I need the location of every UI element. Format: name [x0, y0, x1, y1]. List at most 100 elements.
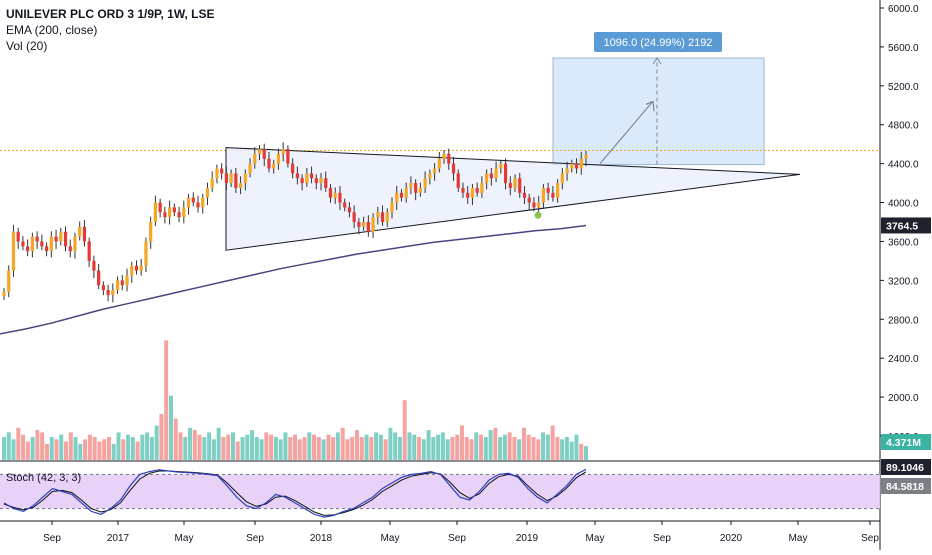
candle-bull	[201, 197, 205, 208]
volume-bar-down	[35, 430, 40, 460]
price-tick-label: 3200.0	[888, 276, 919, 287]
volume-bar-down	[450, 437, 455, 460]
volume-bar-down	[536, 439, 541, 460]
candle-bear	[82, 226, 87, 242]
candle-bull	[73, 236, 77, 252]
volume-bar-down	[135, 441, 140, 460]
candle-bear	[87, 241, 91, 261]
candle-bear	[489, 173, 493, 179]
volume-bar-up	[397, 437, 402, 460]
candle-bear	[338, 192, 342, 203]
volume-bar-down	[417, 437, 422, 460]
volume-bar-up	[126, 434, 131, 460]
candle-bull	[537, 202, 541, 208]
candle-bear	[466, 192, 470, 198]
candle-bear	[300, 178, 304, 184]
candle-bull	[257, 149, 262, 154]
volume-bar-down	[83, 439, 88, 460]
candle-bull	[319, 178, 323, 184]
volume-bar-down	[355, 430, 360, 460]
volume-bar-up	[483, 437, 488, 460]
candle-bear	[224, 173, 228, 184]
projection-label-text: 1096.0 (24.99%) 2192	[604, 37, 713, 49]
volume-bar-down	[288, 437, 293, 460]
volume-bar-down	[64, 441, 69, 460]
candle-bear	[522, 192, 527, 198]
candle-bear	[63, 231, 68, 247]
volume-bar-up	[116, 432, 121, 460]
volume-bar-up	[207, 432, 212, 460]
volume-bar-down	[102, 439, 107, 460]
candle-bull	[248, 163, 252, 174]
candle-bear	[399, 192, 404, 198]
candle-bear	[309, 173, 314, 179]
ema-price-label: 3764.5	[886, 220, 918, 232]
candle-bull	[404, 187, 408, 198]
candle-bear	[101, 285, 105, 291]
volume-bar-down	[68, 432, 73, 460]
volume-bar-up	[321, 439, 326, 460]
volume-bar-down	[493, 427, 498, 460]
volume-bar-up	[560, 439, 565, 460]
candle-bull	[186, 197, 191, 208]
volume-bar-up	[59, 434, 64, 460]
candle-bull	[182, 207, 186, 218]
volume-price-label-bg	[881, 434, 931, 450]
volume-bar-up	[569, 441, 574, 460]
volume-bar-down	[178, 432, 183, 460]
candle-bear	[262, 149, 266, 159]
stoch-k-price-label-bg	[881, 459, 931, 475]
candle-bear	[234, 173, 238, 188]
volume-bar-down	[97, 441, 102, 460]
stoch-k-line	[3, 468, 587, 518]
volume-bar-down	[459, 425, 464, 460]
candle-bear	[21, 241, 25, 247]
stoch-label: Stoch (42, 3, 3)	[6, 472, 81, 484]
candle-bear	[314, 178, 318, 184]
candle-bear	[366, 222, 370, 232]
volume-bar-down	[383, 439, 388, 460]
candle-bear	[97, 270, 101, 286]
projection-arrow-line	[599, 102, 653, 164]
volume-bar-up	[426, 430, 431, 460]
volume-bar-up	[545, 434, 550, 460]
ema-price-label-bg	[881, 217, 931, 234]
price-tick-label: 5600.0	[888, 43, 919, 54]
candle-bull	[253, 153, 257, 164]
candle-bull	[409, 183, 413, 188]
price-tick-label: 4400.0	[888, 160, 919, 171]
candle-bull	[470, 187, 475, 198]
time-tick-label: Sep	[861, 533, 879, 544]
volume-bar-up	[6, 432, 11, 460]
candle-bull	[115, 280, 120, 291]
time-tick-label: May	[175, 533, 194, 544]
volume-bar-down	[54, 439, 59, 460]
candle-bear	[347, 207, 352, 213]
candle-bear	[68, 246, 72, 252]
candle-bull	[499, 163, 503, 169]
price-tick-label: 5200.0	[888, 82, 919, 93]
candle-bull	[111, 290, 115, 295]
volume-bar-up	[216, 427, 221, 460]
candle-bear	[54, 236, 58, 242]
volume-bar-down	[369, 437, 374, 460]
legend-vol: Vol (20)	[6, 39, 48, 53]
candle-bull	[480, 183, 484, 193]
volume-bar-up	[502, 434, 507, 460]
stoch-d-line	[3, 470, 587, 516]
candle-bull	[333, 192, 337, 198]
volume-bar-up	[154, 425, 159, 460]
projection-arrow-head	[645, 100, 655, 112]
volume-bar-up	[393, 432, 398, 460]
volume-bar-up	[431, 437, 436, 460]
candle-bear	[414, 183, 418, 193]
candle-bull	[215, 168, 219, 179]
volume-bar-up	[374, 432, 379, 460]
volume-bar-up	[436, 434, 441, 460]
candle-bull	[153, 202, 158, 222]
volume-bar-up	[335, 432, 340, 460]
volume-bar-up	[202, 437, 207, 460]
candle-bull	[428, 173, 432, 179]
